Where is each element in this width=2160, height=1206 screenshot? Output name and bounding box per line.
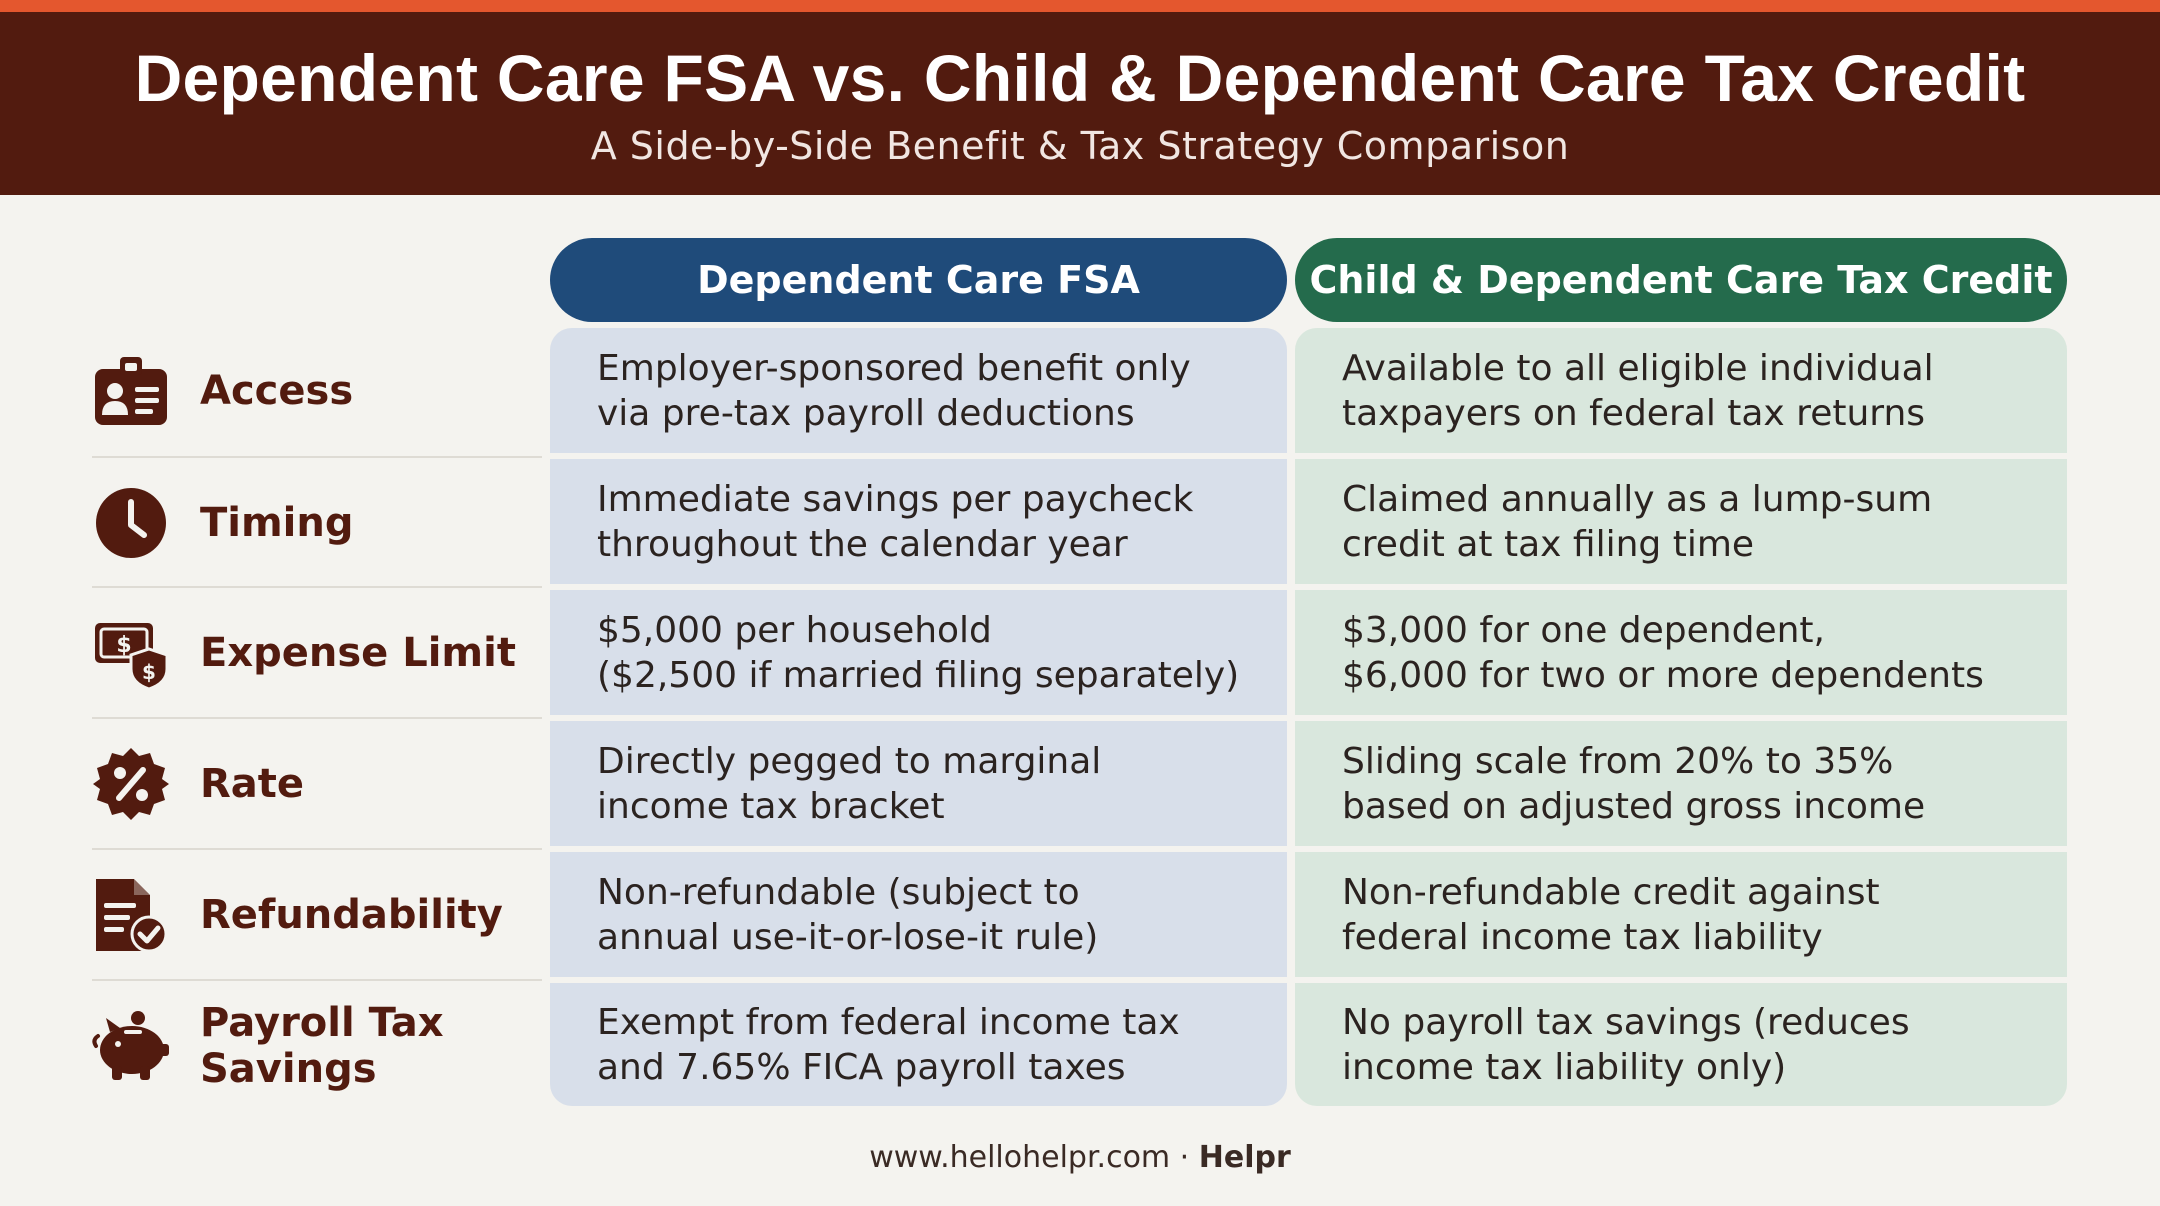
svg-text:$: $ [142, 660, 156, 684]
clock-icon [92, 484, 170, 562]
fsa-cell-rate: Directly pegged to marginal income tax b… [550, 721, 1287, 846]
cell-line: credit at tax filing time [1342, 523, 1755, 565]
cell-line: $3,000 for one dependent, [1342, 609, 1825, 651]
percent-badge-icon [92, 745, 170, 823]
credit-column-panel: Available to all eligible individual tax… [1295, 328, 2067, 1106]
cell-line: and 7.65% FICA payroll taxes [597, 1046, 1126, 1088]
cell-line: ($2,500 if married filing separately) [597, 654, 1240, 696]
cell-line: Available to all eligible individual [1342, 347, 1934, 389]
row-label-text: Payroll Tax Savings [200, 1000, 444, 1092]
cell-line: Non-refundable credit against [1342, 871, 1880, 913]
cell-line: Sliding scale from 20% to 35% [1342, 740, 1894, 782]
header-banner: Dependent Care FSA vs. Child & Dependent… [0, 12, 2160, 195]
footer-site-link[interactable]: www.hellohelpr.com · [869, 1140, 1199, 1175]
cell-line: Non-refundable (subject to [597, 871, 1080, 913]
fsa-cell-expense-limit: $5,000 per household ($2,500 if married … [550, 590, 1287, 715]
row-divider [92, 586, 542, 588]
cell-line: Immediate savings per paycheck [597, 478, 1194, 520]
row-label-text: Timing [200, 499, 354, 546]
row-label-text: Expense Limit [200, 629, 516, 676]
row-label-line: Savings [200, 1045, 377, 1092]
accent-bar [0, 0, 2160, 12]
fsa-cell-access: Employer-sponsored benefit only via pre-… [550, 328, 1287, 453]
cell-line: Exempt from federal income tax [597, 1001, 1180, 1043]
money-shield-icon: $ $ [92, 614, 170, 692]
cell-line: throughout the calendar year [597, 523, 1128, 565]
row-label-rate: Rate [92, 718, 542, 849]
row-label-refundability: Refundability [92, 849, 542, 980]
credit-cell-access: Available to all eligible individual tax… [1295, 328, 2067, 453]
credit-column-header: Child & Dependent Care Tax Credit [1295, 238, 2067, 322]
cell-line: Directly pegged to marginal [597, 740, 1102, 782]
row-divider [92, 848, 542, 850]
page-title: Dependent Care FSA vs. Child & Dependent… [134, 41, 2026, 115]
cell-line: income tax bracket [597, 785, 945, 827]
fsa-column-panel: Employer-sponsored benefit only via pre-… [550, 328, 1287, 1106]
row-label-access: Access [92, 325, 542, 456]
cell-line: taxpayers on federal tax returns [1342, 392, 1926, 434]
fsa-cell-refundability: Non-refundable (subject to annual use-it… [550, 852, 1287, 977]
credit-cell-refundability: Non-refundable credit against federal in… [1295, 852, 2067, 977]
row-label-text: Refundability [200, 891, 503, 938]
row-divider [92, 456, 542, 458]
svg-text:$: $ [116, 633, 131, 658]
cell-line: annual use-it-or-lose-it rule) [597, 916, 1099, 958]
credit-cell-timing: Claimed annually as a lump-sum credit at… [1295, 459, 2067, 584]
credit-cell-payroll-tax-savings: No payroll tax savings (reduces income t… [1295, 983, 2067, 1106]
cell-line: based on adjusted gross income [1342, 785, 1926, 827]
page-subtitle: A Side-by-Side Benefit & Tax Strategy Co… [590, 124, 1570, 168]
footer: www.hellohelpr.com · Helpr [0, 1140, 2160, 1175]
row-divider [92, 717, 542, 719]
fsa-column-header: Dependent Care FSA [550, 238, 1287, 322]
row-label-text: Rate [200, 760, 305, 807]
cell-line: No payroll tax savings (reduces [1342, 1001, 1910, 1043]
fsa-cell-timing: Immediate savings per paycheck throughou… [550, 459, 1287, 584]
row-label-timing: Timing [92, 457, 542, 588]
row-label-text: Access [200, 367, 354, 414]
cell-line: Claimed annually as a lump-sum [1342, 478, 1933, 520]
row-label-payroll-tax-savings: Payroll Tax Savings [92, 980, 542, 1111]
row-divider [92, 979, 542, 981]
credit-cell-rate: Sliding scale from 20% to 35% based on a… [1295, 721, 2067, 846]
cell-line: Employer-sponsored benefit only [597, 347, 1191, 389]
cell-line: $6,000 for two or more dependents [1342, 654, 1984, 696]
cell-line: via pre-tax payroll deductions [597, 392, 1135, 434]
footer-brand: Helpr [1198, 1140, 1291, 1175]
id-card-icon [92, 352, 170, 430]
credit-cell-expense-limit: $3,000 for one dependent, $6,000 for two… [1295, 590, 2067, 715]
cell-line: $5,000 per household [597, 609, 992, 651]
cell-line: federal income tax liability [1342, 916, 1823, 958]
row-label-expense-limit: $ $ Expense Limit [92, 587, 542, 718]
row-label-line: Payroll Tax [200, 999, 444, 1046]
piggy-bank-icon [92, 1007, 170, 1085]
cell-line: income tax liability only) [1342, 1046, 1787, 1088]
fsa-cell-payroll-tax-savings: Exempt from federal income tax and 7.65%… [550, 983, 1287, 1106]
document-check-icon [92, 876, 170, 954]
